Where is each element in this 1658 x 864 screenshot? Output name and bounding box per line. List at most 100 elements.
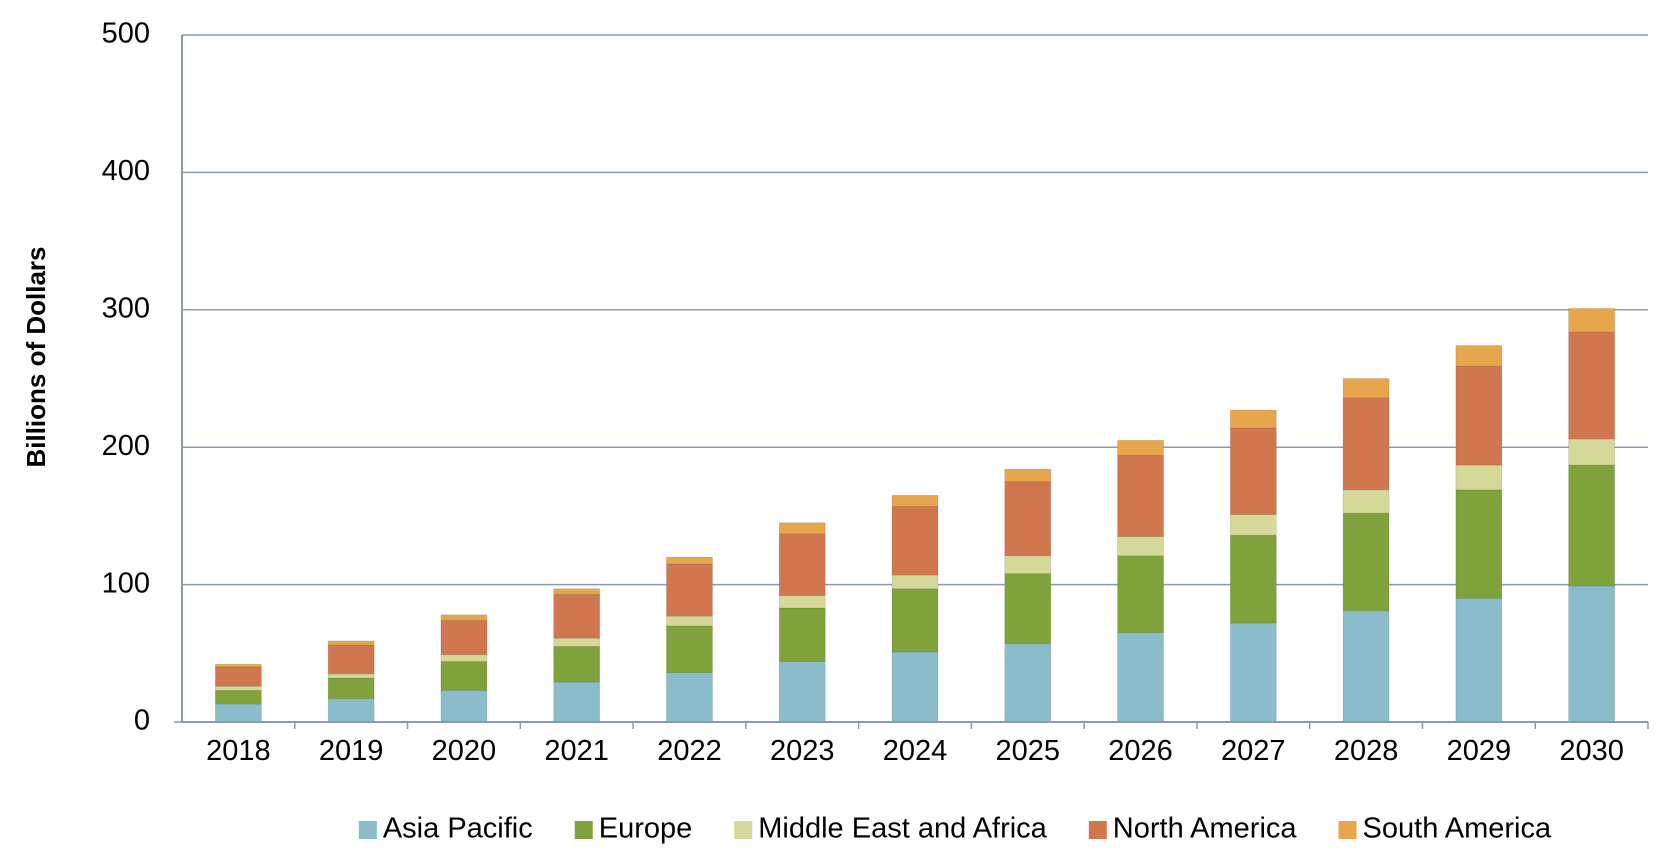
- legend-swatch: [1338, 821, 1357, 839]
- y-tick-label: 200: [102, 430, 150, 462]
- x-tick-label: 2027: [1221, 735, 1286, 767]
- bar-segment-europe: [778, 607, 826, 662]
- bar-segment-europe: [1455, 489, 1503, 599]
- bar-segment-asia-pacific: [1455, 597, 1503, 723]
- bar-segment-north-america: [778, 533, 826, 596]
- x-tick-label: 2029: [1447, 735, 1512, 767]
- bar-segment-europe: [440, 661, 488, 691]
- bar-segment-europe: [891, 588, 939, 653]
- y-axis-label: Billions of Dollars: [21, 246, 51, 467]
- legend-swatch: [574, 821, 593, 839]
- legend-label: Europe: [599, 813, 693, 845]
- bar-segment-north-america: [1568, 331, 1616, 440]
- bar-segment-middle-east-and-africa: [1229, 514, 1277, 536]
- x-tick-label: 2023: [770, 735, 835, 767]
- bar-segment-europe: [327, 677, 375, 700]
- bar-segment-south-america: [891, 494, 939, 507]
- bar-segment-europe: [1117, 555, 1164, 634]
- bar-segment-middle-east-and-africa: [553, 637, 601, 647]
- bar-segment-middle-east-and-africa: [1117, 536, 1164, 557]
- x-tick-label: 2019: [319, 735, 384, 767]
- bar-segment-north-america: [1455, 365, 1503, 466]
- bar-segment-europe: [214, 689, 262, 705]
- bar-segment-middle-east-and-africa: [778, 595, 826, 609]
- bar-segment-asia-pacific: [1117, 632, 1164, 723]
- legend-swatch: [358, 821, 377, 839]
- bar-segment-north-america: [666, 563, 713, 617]
- bar-segment-asia-pacific: [1229, 622, 1277, 723]
- legend-item: Europe: [574, 813, 693, 845]
- bar-segment-north-america: [1004, 481, 1052, 557]
- y-tick-labels: 0 100 200 300 400 500: [102, 18, 150, 737]
- bar-segment-europe: [1342, 512, 1390, 612]
- legend: Asia Pacific Europe Middle East and Africa…: [358, 813, 1552, 845]
- bar-segment-south-america: [666, 556, 713, 565]
- bar-segment-north-america: [327, 644, 375, 675]
- bar-segment-asia-pacific: [666, 672, 713, 723]
- bar-segment-middle-east-and-africa: [666, 615, 713, 627]
- bar-segment-asia-pacific: [440, 689, 488, 723]
- bar-segment-north-america: [553, 593, 601, 639]
- axes: [174, 35, 1649, 729]
- legend-label: North America: [1113, 813, 1298, 845]
- legend-label: Asia Pacific: [383, 813, 533, 845]
- bar-segment-north-america: [891, 505, 939, 576]
- legend-label: South America: [1363, 813, 1552, 845]
- y-tick-label: 300: [102, 292, 150, 324]
- legend-item: Middle East and Africa: [734, 813, 1048, 845]
- legend-item: South America: [1338, 813, 1552, 845]
- bar-segment-europe: [1568, 464, 1616, 587]
- bar-segment-middle-east-and-africa: [1455, 464, 1503, 491]
- bar-segment-middle-east-and-africa: [440, 654, 488, 662]
- bar-segment-south-america: [214, 663, 262, 668]
- x-tick-label: 2020: [432, 735, 497, 767]
- x-tick-labels: 2018 2019 2020 2021 2022 2023 2024 2025 2026 2027…: [206, 735, 1624, 767]
- y-tick-label: 0: [134, 705, 150, 737]
- x-tick-label: 2021: [544, 735, 609, 767]
- x-tick-label: 2030: [1559, 735, 1624, 767]
- bar-segment-asia-pacific: [327, 698, 375, 723]
- bar-segment-asia-pacific: [214, 703, 262, 723]
- x-tick-label: 2022: [657, 735, 722, 767]
- bar-segment-south-america: [1117, 439, 1164, 456]
- legend-label: Middle East and Africa: [758, 813, 1047, 845]
- bar-segment-south-america: [1004, 468, 1052, 482]
- bar-segment-south-america: [1455, 345, 1503, 367]
- bar-segment-europe: [553, 646, 601, 683]
- bar-segment-asia-pacific: [891, 651, 939, 723]
- y-tick-label: 500: [102, 18, 150, 50]
- bar-segment-south-america: [440, 614, 488, 621]
- bar-segment-middle-east-and-africa: [214, 685, 262, 691]
- x-tick-label: 2026: [1108, 735, 1173, 767]
- bar-segment-north-america: [440, 619, 488, 656]
- bar-segment-asia-pacific: [1004, 643, 1052, 723]
- bar-segment-asia-pacific: [1568, 585, 1616, 723]
- bar-segment-north-america: [1117, 455, 1164, 537]
- bar-segment-south-america: [1342, 378, 1390, 399]
- x-tick-label: 2018: [206, 735, 271, 767]
- bar-segment-middle-east-and-africa: [327, 673, 375, 679]
- bar-segment-middle-east-and-africa: [1568, 438, 1616, 466]
- legend-swatch: [734, 821, 753, 839]
- bar-segment-north-america: [1229, 427, 1277, 515]
- bars: [214, 308, 1616, 723]
- bar-segment-asia-pacific: [1342, 610, 1390, 723]
- y-tick-label: 100: [102, 567, 150, 599]
- bar-segment-europe: [1004, 573, 1052, 645]
- legend-item: North America: [1088, 813, 1298, 845]
- bar-segment-south-america: [553, 588, 601, 595]
- bar-segment-asia-pacific: [553, 681, 601, 723]
- bar-segment-europe: [666, 625, 713, 673]
- bar-segment-asia-pacific: [778, 661, 826, 723]
- bar-segment-europe: [1229, 534, 1277, 624]
- bar-segment-north-america: [1342, 397, 1390, 491]
- x-tick-label: 2028: [1334, 735, 1399, 767]
- bar-segment-south-america: [1229, 409, 1277, 429]
- bar-segment-south-america: [1568, 308, 1616, 333]
- bar-segment-north-america: [214, 666, 262, 687]
- bar-segment-middle-east-and-africa: [891, 574, 939, 590]
- legend-swatch: [1088, 821, 1107, 839]
- bar-segment-south-america: [327, 640, 375, 646]
- x-tick-label: 2024: [883, 735, 948, 767]
